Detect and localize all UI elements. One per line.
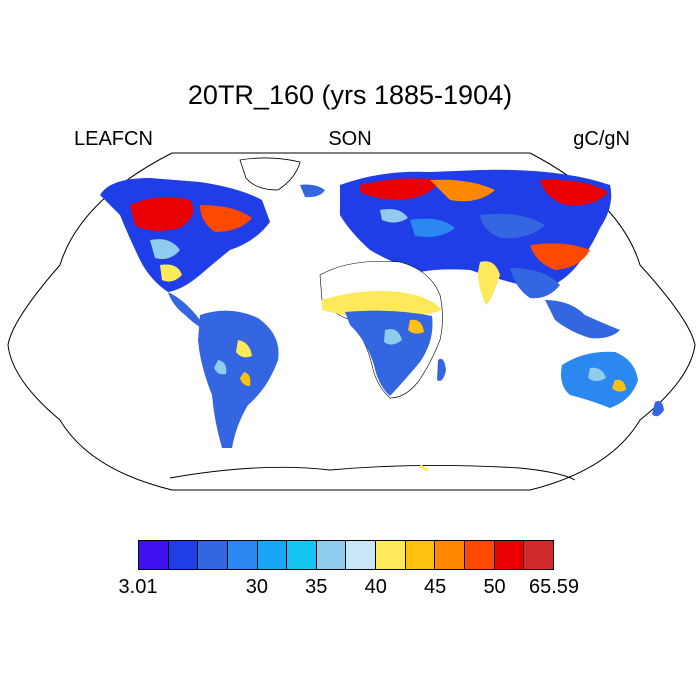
colorbar-cell [316,541,347,569]
colorbar-tick-label: 65.59 [528,576,580,598]
colorbar-cell [139,541,169,569]
units-label: gC/gN [573,128,630,150]
colorbar [138,540,554,570]
plot-title: 20TR_160 (yrs 1885-1904) [187,80,513,110]
colorbar-cell [227,541,258,569]
greenland [239,157,301,191]
colorbar-tick-label: 40 [364,576,387,598]
colorbar-tick-label: 3.01 [118,576,158,598]
antarctica [169,464,576,481]
colorbar-tick-label: 50 [483,576,506,598]
north-america [100,178,325,330]
colorbar-cell [494,541,525,569]
colorbar-cell [257,541,288,569]
south-america [198,310,279,448]
southeast-asia [545,300,620,339]
colorbar-cell [346,541,377,569]
variable-label: LEAFCN [74,128,153,150]
colorbar-cell [405,541,436,569]
colorbar-tick-label: 45 [424,576,447,598]
madagascar [437,358,446,381]
colorbar-tick-label: 35 [305,576,328,598]
season-label: SON [328,128,372,150]
colorbar-cell [287,541,317,569]
colorbar-cell [435,541,466,569]
map-outline [7,152,696,491]
colorbar-cell [524,541,553,569]
colorbar-cell [168,541,199,569]
new-zealand [652,401,664,417]
colorbar-cell [376,541,406,569]
australia [561,351,638,408]
eurasia [340,169,612,305]
colorbar-cell [465,541,495,569]
colorbar-tick-label: 30 [245,576,268,598]
colorbar-cell [198,541,228,569]
africa [319,260,443,399]
colorbar-tick-labels: 3.01 30 35 40 45 50 65.59 [0,576,700,602]
